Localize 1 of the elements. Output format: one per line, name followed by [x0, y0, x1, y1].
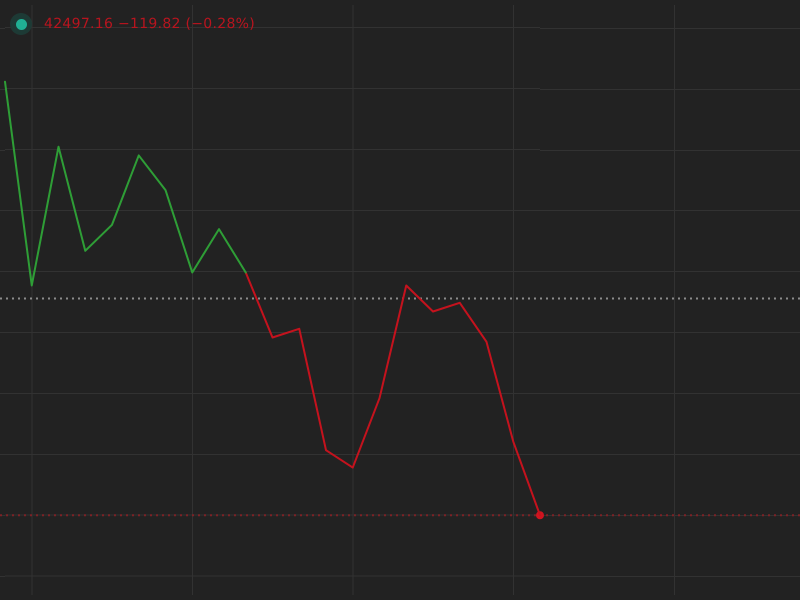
- text: 42497.16 −119.82 (−0.28%): [44, 16, 256, 32]
